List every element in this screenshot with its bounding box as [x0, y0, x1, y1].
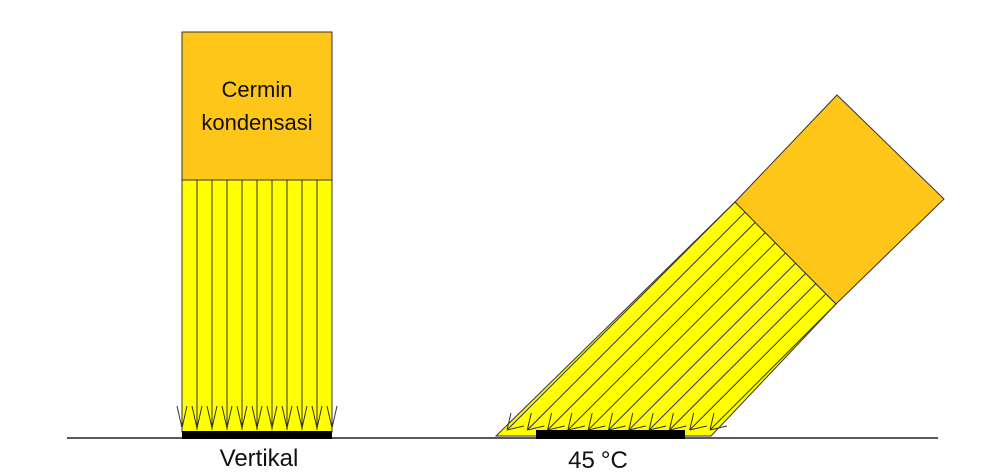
ray-line — [689, 293, 827, 431]
ray-arrowhead — [506, 412, 512, 431]
ray-arrowhead — [316, 405, 323, 429]
ray-line — [608, 252, 786, 431]
rays-vertical — [176, 180, 338, 430]
ray-line — [709, 303, 837, 431]
ray-arrowhead — [709, 425, 728, 431]
ray-arrowhead — [176, 405, 183, 429]
condensing-mirror-tilted — [734, 94, 945, 305]
ray-arrowhead — [256, 405, 263, 429]
ray-arrowhead — [506, 425, 525, 431]
ray-arrowhead — [296, 405, 303, 429]
ray-arrowhead — [236, 405, 243, 429]
ray-arrowhead — [181, 405, 188, 429]
ray-arrowhead — [648, 412, 654, 431]
sample-plate-tilted — [536, 430, 685, 439]
ray-arrowhead — [608, 412, 613, 431]
ray-line — [526, 211, 746, 431]
ray-arrowhead — [648, 425, 667, 431]
ray-line — [567, 232, 766, 431]
ray-arrowhead — [547, 412, 553, 431]
ray-arrowhead — [281, 405, 288, 429]
condensing-mirror-vertical — [181, 31, 333, 181]
ray-arrowhead — [668, 412, 674, 431]
ray-arrowhead — [567, 425, 586, 431]
ray-arrowhead — [311, 405, 318, 429]
mirror-label-line2: kondensasi — [201, 110, 312, 135]
ray-arrowhead — [241, 405, 248, 429]
ray-arrowhead — [547, 425, 565, 431]
ray-arrowhead — [266, 405, 273, 429]
ray-arrowhead — [226, 405, 233, 429]
ray-line — [648, 273, 807, 431]
ray-line — [506, 201, 736, 431]
ray-arrowhead — [689, 425, 707, 431]
ray-arrowhead — [527, 425, 545, 431]
caption-tilted-unit: °C — [601, 447, 628, 473]
ray-arrowhead — [191, 405, 198, 429]
ray-arrowhead — [608, 425, 626, 431]
ray-arrowhead — [301, 405, 308, 429]
ray-arrowhead — [526, 412, 532, 431]
ray-arrowhead — [326, 405, 333, 429]
vertical-setup: Cermin kondensasi Vertikal — [176, 31, 338, 472]
ray-arrowhead — [286, 405, 293, 429]
ray-arrowhead — [588, 425, 606, 431]
ray-arrowhead — [689, 412, 695, 431]
ray-arrowhead — [251, 405, 258, 429]
ray-line — [628, 262, 796, 431]
caption-tilted: 45 °C — [568, 447, 628, 473]
ray-arrowhead — [669, 425, 687, 431]
ray-arrowhead — [331, 405, 338, 429]
caption-tilted-value: 45 — [568, 447, 595, 473]
sample-plate-vertical — [182, 431, 332, 439]
rays-tilted — [506, 201, 837, 431]
ray-arrowhead — [628, 425, 646, 431]
ray-arrowhead — [196, 405, 203, 429]
ray-arrowhead — [587, 412, 593, 431]
ray-line — [587, 242, 776, 431]
mirror-label-line1: Cermin — [222, 77, 293, 102]
ray-line — [547, 222, 756, 431]
caption-vertical: Vertikal — [220, 445, 299, 472]
ray-arrowhead — [221, 405, 228, 429]
ray-arrowhead — [628, 412, 634, 431]
ray-arrowhead — [206, 405, 213, 429]
ray-arrowhead — [709, 412, 715, 431]
ray-arrowhead — [567, 412, 573, 431]
ray-arrowhead — [271, 405, 278, 429]
ray-line — [669, 283, 817, 431]
tilted-setup: 45 °C — [494, 94, 945, 473]
ray-arrowhead — [211, 405, 218, 429]
